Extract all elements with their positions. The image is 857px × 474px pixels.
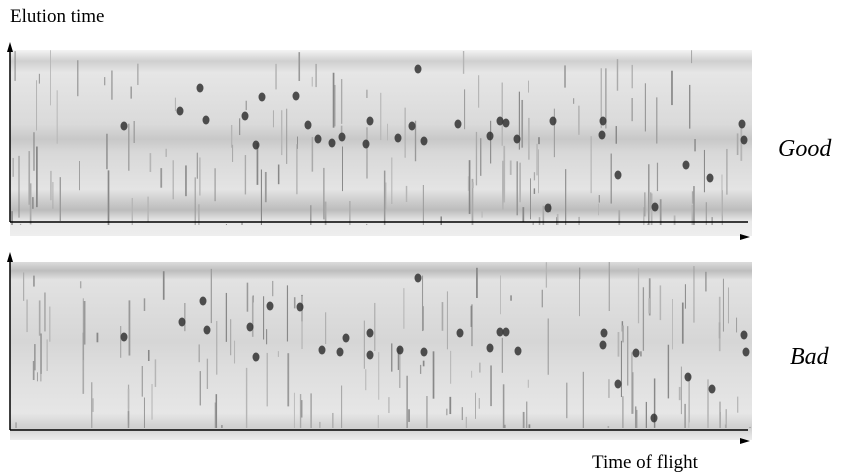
spot bbox=[502, 327, 510, 337]
spot bbox=[486, 131, 494, 141]
spot bbox=[394, 133, 402, 143]
spot bbox=[202, 115, 210, 125]
spot bbox=[296, 302, 304, 312]
spot bbox=[366, 328, 374, 338]
spot bbox=[742, 347, 750, 357]
spot bbox=[650, 413, 658, 423]
panel-image bbox=[10, 262, 752, 440]
spot bbox=[513, 134, 521, 144]
spot bbox=[486, 343, 494, 353]
spot bbox=[599, 116, 607, 126]
spot bbox=[178, 317, 186, 327]
spot bbox=[454, 119, 462, 129]
spot bbox=[120, 121, 128, 131]
spot bbox=[414, 273, 422, 283]
spot bbox=[414, 64, 422, 74]
spot bbox=[614, 170, 622, 180]
spots bbox=[11, 50, 751, 428]
spot bbox=[456, 328, 464, 338]
spot bbox=[740, 135, 748, 145]
spot bbox=[314, 134, 322, 144]
spot bbox=[362, 139, 370, 149]
spot bbox=[176, 106, 184, 116]
spot bbox=[328, 138, 336, 148]
panel-image bbox=[10, 50, 752, 236]
panel-label: Good bbox=[778, 136, 832, 162]
spot bbox=[708, 384, 716, 394]
spot bbox=[682, 160, 690, 170]
spot bbox=[651, 202, 659, 212]
spot bbox=[396, 345, 404, 355]
spot bbox=[120, 332, 128, 342]
spot bbox=[199, 296, 207, 306]
spot bbox=[252, 352, 260, 362]
spot bbox=[203, 325, 211, 335]
spot bbox=[514, 346, 522, 356]
spot bbox=[502, 118, 510, 128]
spot bbox=[266, 301, 274, 311]
spot bbox=[496, 327, 504, 337]
x-axis-label: Time of flight bbox=[592, 452, 699, 473]
spot bbox=[318, 345, 326, 355]
panel-label: Bad bbox=[790, 344, 830, 370]
spot bbox=[600, 328, 608, 338]
spot bbox=[740, 330, 748, 340]
spot bbox=[342, 333, 350, 343]
spot bbox=[366, 116, 374, 126]
spot bbox=[338, 132, 346, 142]
y-axis-label: Elution time bbox=[10, 6, 104, 27]
spot bbox=[598, 130, 606, 140]
spot bbox=[738, 119, 746, 129]
axes bbox=[9, 48, 748, 431]
spot bbox=[258, 92, 266, 102]
spot bbox=[408, 121, 416, 131]
spot bbox=[241, 111, 249, 121]
spot bbox=[632, 348, 640, 358]
spot bbox=[544, 203, 552, 213]
spot bbox=[496, 116, 504, 126]
spot bbox=[420, 347, 428, 357]
spot bbox=[706, 173, 714, 183]
spot bbox=[304, 120, 312, 130]
spot bbox=[549, 116, 557, 126]
spot bbox=[420, 136, 428, 146]
spot bbox=[614, 379, 622, 389]
spot bbox=[252, 140, 260, 150]
spot bbox=[246, 322, 254, 332]
spot bbox=[599, 340, 607, 350]
arrows bbox=[7, 42, 750, 444]
spot bbox=[292, 91, 300, 101]
spot bbox=[684, 372, 692, 382]
spot bbox=[196, 83, 204, 93]
spot bbox=[366, 350, 374, 360]
spot bbox=[336, 347, 344, 357]
